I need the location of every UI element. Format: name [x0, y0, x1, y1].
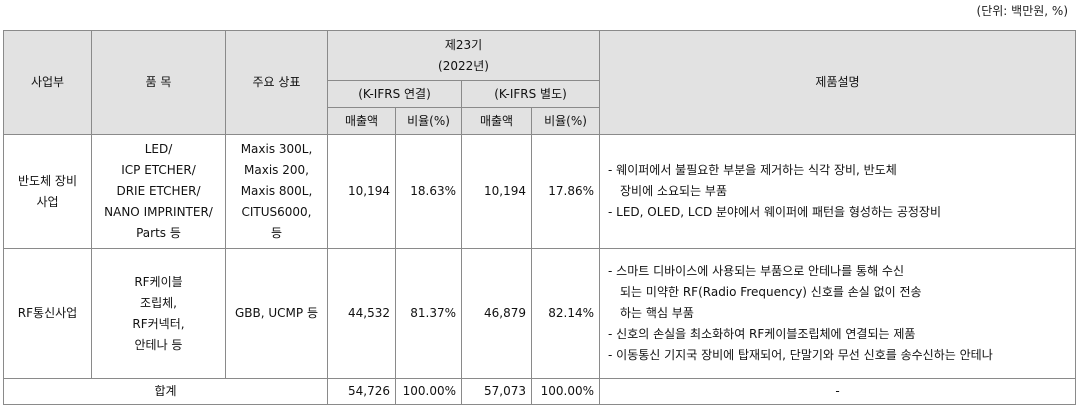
cons-ratio-cell: 81.37% [395, 248, 462, 379]
description-line: - 신호의 손실을 최소화하여 RF케이블조립체에 연결되는 제품 [608, 327, 916, 341]
item-line: 안테나 등 [134, 337, 183, 352]
brand-line: Maxis 800L, [240, 184, 313, 198]
header-consolidated: (K-IFRS 연결) [327, 80, 462, 108]
item-cell: RF케이블 조립체, RF커넥터, 안테나 등 [91, 248, 226, 379]
cons-sales-cell: 10,194 [327, 134, 396, 249]
sep-ratio-cell: 82.14% [530, 248, 601, 379]
brand-cell: Maxis 300L, Maxis 200, Maxis 800L, CITUS… [225, 134, 328, 249]
header-item: 품 목 [91, 30, 226, 135]
description-line: - 스마트 디바이스에 사용되는 부품으로 안테나를 통해 수신 [608, 264, 905, 278]
header-period: 제23기 (2022년) [326, 30, 601, 81]
sep-ratio-cell: 17.86% [530, 134, 601, 249]
table-row: RF통신사업 RF케이블 조립체, RF커넥터, 안테나 등 GBB, UCMP… [3, 248, 1077, 379]
sep-sales-cell: 46,879 [461, 248, 532, 379]
division-cell: 반도체 장비 사업 [3, 134, 92, 249]
header-division: 사업부 [3, 30, 92, 135]
division-line: 사업 [36, 194, 59, 209]
header-description: 제품설명 [599, 30, 1077, 135]
item-line: 조립체, [140, 295, 177, 310]
total-description: - [599, 378, 1077, 405]
item-line: ICP ETCHER/ [121, 163, 196, 177]
brand-line: CITUS6000, [241, 205, 312, 219]
brand-line: Maxis 200, [244, 163, 309, 177]
description-line: 되는 미약한 RF(Radio Frequency) 신호를 손실 없이 전송 [620, 285, 922, 299]
header-period-label: 제23기 [444, 37, 483, 52]
header-cons-sales: 매출액 [327, 107, 396, 135]
item-line: DRIE ETCHER/ [116, 184, 201, 198]
item-line: RF커넥터, [132, 316, 185, 331]
header-separate: (K-IFRS 별도) [460, 80, 601, 108]
description-line: - LED, OLED, LCD 분야에서 웨이퍼에 패턴을 형성하는 공정장비 [608, 205, 942, 219]
unit-note: (단위: 백만원, %) [976, 4, 1068, 18]
description-cell: - 스마트 디바이스에 사용되는 부품으로 안테나를 통해 수신 되는 미약한 … [599, 248, 1077, 379]
division-line: RF통신사업 [17, 306, 78, 320]
cons-ratio-cell: 18.63% [395, 134, 462, 249]
brand-cell: GBB, UCMP 등 [225, 248, 328, 379]
description-line: 하는 핵심 부품 [620, 306, 694, 320]
total-row: 합계 54,726 100.00% 57,073 100.00% - [3, 378, 1077, 405]
total-cons-sales: 54,726 [327, 378, 396, 405]
header-sep-sales: 매출액 [461, 107, 532, 135]
brand-line: Maxis 300L, [240, 142, 313, 156]
total-sep-sales: 57,073 [461, 378, 532, 405]
cons-sales-cell: 44,532 [327, 248, 396, 379]
item-line: RF케이블 [134, 274, 183, 289]
sales-table: 사업부 품 목 주요 상표 제23기 (2022년) 제품설명 (K-IFRS … [3, 30, 1077, 405]
item-cell: LED/ ICP ETCHER/ DRIE ETCHER/ NANO IMPRI… [91, 134, 226, 249]
header-cons-ratio: 비율(%) [395, 107, 462, 135]
sep-sales-cell: 10,194 [461, 134, 532, 249]
total-sep-ratio: 100.00% [530, 378, 601, 405]
description-cell: - 웨이퍼에서 불필요한 부분을 제거하는 식각 장비, 반도체 장비에 소요되… [599, 134, 1077, 249]
table-row: 반도체 장비 사업 LED/ ICP ETCHER/ DRIE ETCHER/ … [3, 134, 1077, 249]
division-line: 반도체 장비 [17, 173, 77, 188]
total-label: 합계 [3, 378, 328, 405]
item-line: LED/ [144, 142, 173, 156]
header-brand: 주요 상표 [225, 30, 328, 135]
description-line: 장비에 소요되는 부품 [620, 184, 728, 198]
item-line: NANO IMPRINTER/ [104, 205, 213, 219]
brand-line: 등 [270, 226, 283, 240]
header-sep-ratio: 비율(%) [530, 107, 601, 135]
brand-line: GBB, UCMP 등 [235, 306, 318, 320]
total-cons-ratio: 100.00% [395, 378, 462, 405]
description-line: - 웨이퍼에서 불필요한 부분을 제거하는 식각 장비, 반도체 [608, 163, 897, 177]
header-year-label: (2022년) [438, 58, 489, 73]
item-line: Parts 등 [136, 226, 181, 240]
division-cell: RF통신사업 [3, 248, 92, 379]
description-line: - 이동통신 기지국 장비에 탑재되어, 단말기와 무선 신호를 송수신하는 안… [608, 348, 993, 362]
